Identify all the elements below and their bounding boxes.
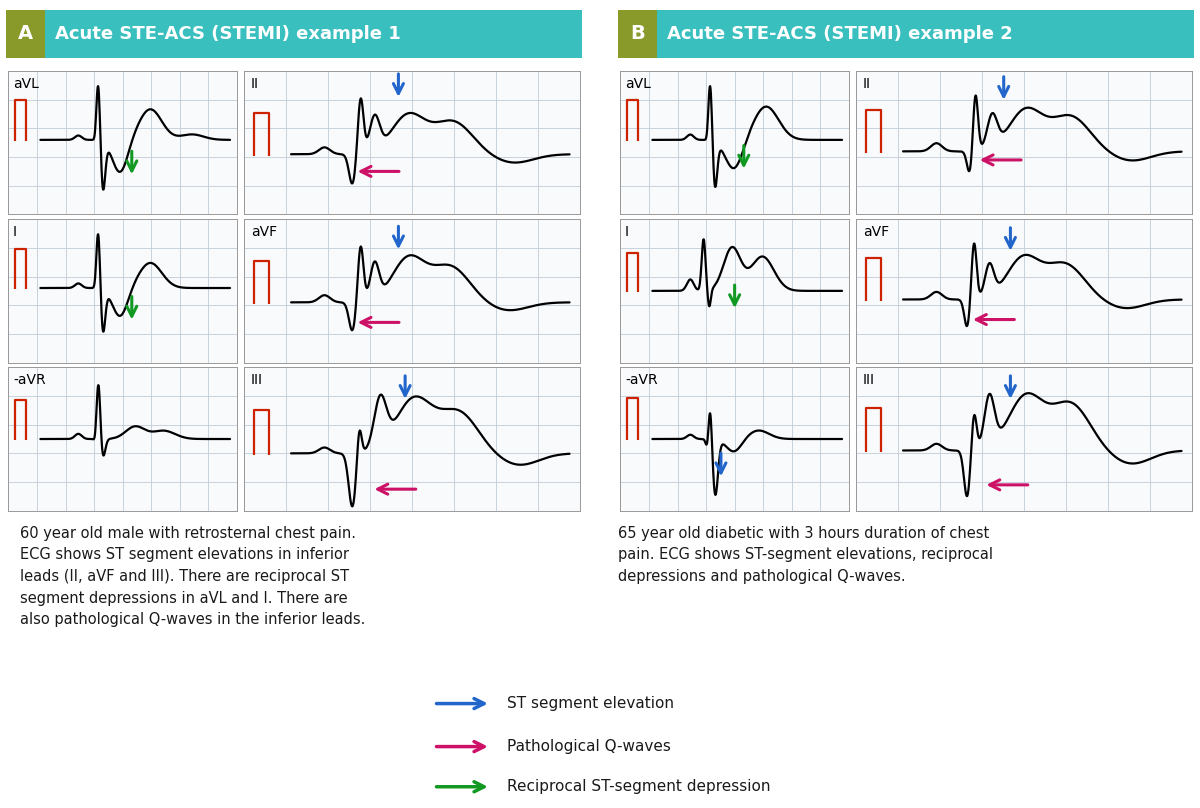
- Text: -aVR: -aVR: [625, 373, 658, 387]
- Text: III: III: [863, 373, 875, 387]
- Text: aVF: aVF: [251, 225, 277, 239]
- Text: Acute STE-ACS (STEMI) example 1: Acute STE-ACS (STEMI) example 1: [55, 25, 401, 43]
- Text: A: A: [18, 24, 34, 44]
- Bar: [618, 10, 658, 58]
- Text: 65 year old diabetic with 3 hours duration of chest
pain. ECG shows ST-segment e: 65 year old diabetic with 3 hours durati…: [618, 526, 992, 584]
- Text: ST segment elevation: ST segment elevation: [508, 696, 674, 711]
- Text: I: I: [625, 225, 629, 239]
- Text: -aVR: -aVR: [13, 373, 46, 387]
- Text: 60 year old male with retrosternal chest pain.
ECG shows ST segment elevations i: 60 year old male with retrosternal chest…: [20, 526, 366, 627]
- Text: aVL: aVL: [625, 77, 650, 90]
- Text: Acute STE-ACS (STEMI) example 2: Acute STE-ACS (STEMI) example 2: [667, 25, 1013, 43]
- Text: I: I: [13, 225, 17, 239]
- Text: B: B: [630, 24, 644, 44]
- Text: Pathological Q-waves: Pathological Q-waves: [508, 739, 671, 754]
- Text: aVF: aVF: [863, 225, 889, 239]
- Text: II: II: [863, 77, 871, 90]
- Text: aVL: aVL: [13, 77, 38, 90]
- Text: Reciprocal ST-segment depression: Reciprocal ST-segment depression: [508, 779, 770, 794]
- Text: III: III: [251, 373, 263, 387]
- Text: II: II: [251, 77, 259, 90]
- Bar: [6, 10, 46, 58]
